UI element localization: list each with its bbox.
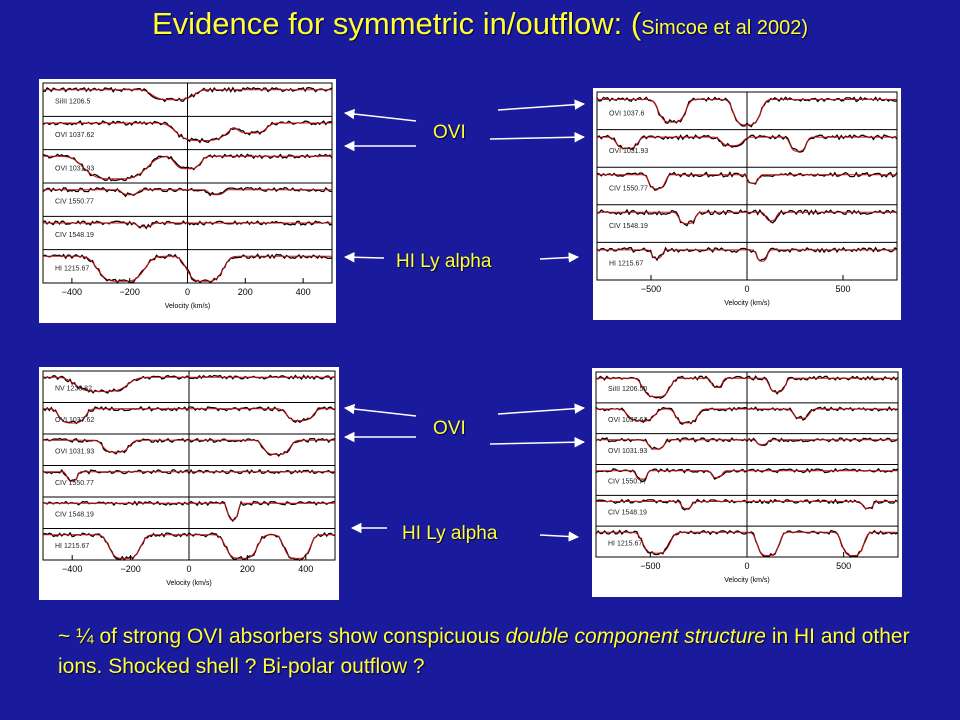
- spectrum-model: [596, 439, 898, 450]
- row-label: HI 1215.67: [608, 540, 642, 547]
- x-tick-label: 0: [185, 287, 190, 297]
- slide-title: Evidence for symmetric in/outflow: (Simc…: [0, 6, 960, 42]
- caption-italic: double component structure: [505, 625, 766, 648]
- spectrum-model: [596, 408, 898, 424]
- row-label: CIV 1550.77: [55, 480, 94, 487]
- x-tick-label: 0: [744, 284, 749, 294]
- x-axis-label: Velocity (km/s): [724, 577, 770, 584]
- x-axis-label: Velocity (km/s): [724, 300, 770, 307]
- spectrum-data: [42, 186, 332, 198]
- spectrum-data: [596, 96, 898, 128]
- spectrum-data: [42, 531, 336, 562]
- x-axis-label: Velocity (km/s): [165, 303, 211, 310]
- label-ovi-top: OVI: [433, 122, 466, 143]
- label-ovi-bottom: OVI: [433, 418, 466, 439]
- row-label: OVI 1037.62: [55, 132, 94, 139]
- x-tick-label: −200: [120, 564, 140, 574]
- arrow-ovi-top-right-2: [489, 131, 586, 143]
- row-label: CIV 1548.19: [609, 223, 648, 230]
- label-hi-bottom: HI Ly alpha: [402, 523, 498, 544]
- spectrum-model: [597, 211, 897, 225]
- row-label: CIV 1550.77: [55, 199, 94, 206]
- x-tick-label: −400: [62, 287, 82, 297]
- spectrum-model: [43, 471, 335, 482]
- label-hi-top: HI Ly alpha: [396, 251, 492, 272]
- panel-top-left: SiIII 1206.5 OVI 1037.62 OVI 1031.93 CIV 15…: [39, 79, 336, 323]
- spectrum-data: [42, 220, 333, 230]
- row-label: OVI 1031.93: [609, 148, 648, 155]
- panel-bottom-left-plot: NV 1238.82 OVI 1037.62 OVI 1031.93 CIV 1550…: [42, 370, 336, 587]
- spectrum-model: [596, 377, 898, 398]
- caption: ~ ¼ of strong OVI absorbers show conspic…: [58, 625, 910, 678]
- spectrum-model: [596, 501, 898, 509]
- spectrum-data: [42, 468, 336, 482]
- row-label: HI 1215.67: [55, 265, 89, 272]
- x-tick-label: 0: [186, 564, 191, 574]
- spectrum-model: [43, 155, 332, 180]
- x-tick-label: 0: [744, 561, 749, 571]
- row-label: CIV 1550.77: [609, 186, 648, 193]
- spectrum-model: [43, 122, 332, 141]
- spectrum-model: [43, 408, 335, 424]
- spectrum-model: [43, 89, 332, 101]
- row-label: OVI 1037.6: [609, 110, 645, 117]
- x-tick-label: 200: [240, 564, 255, 574]
- row-label: HI 1215.67: [609, 261, 643, 268]
- panel-top-right: OVI 1037.6 OVI 1031.93 CIV 1550.77 CIV 1548…: [593, 88, 901, 320]
- row-label: OVI 1031.93: [55, 165, 94, 172]
- row-label: HI 1215.67: [55, 543, 89, 550]
- title-citation: (Simcoe et al 2002): [630, 6, 809, 41]
- spectrum-model: [43, 376, 335, 392]
- x-tick-label: 500: [835, 284, 850, 294]
- panel-top-right-plot: OVI 1037.6 OVI 1031.93 CIV 1550.77 CIV 1548…: [596, 91, 898, 307]
- arrow-ovi-top-left-1: [343, 108, 417, 122]
- spectrum-model: [43, 222, 332, 228]
- spectrum-model: [43, 502, 335, 521]
- row-label: NV 1238.82: [55, 386, 92, 393]
- row-label: CIV 1548.19: [55, 232, 94, 239]
- row-label: CIV 1550.77: [608, 479, 647, 486]
- spectrum-model: [597, 249, 897, 262]
- panel-bottom-left: NV 1238.82 OVI 1037.62 OVI 1031.93 CIV 1550…: [39, 367, 339, 600]
- spectrum-model: [597, 136, 897, 152]
- spectrum-model: [43, 189, 332, 196]
- spectrum-data: [42, 153, 333, 182]
- x-axis-label: Velocity (km/s): [166, 580, 212, 587]
- spectrum-model: [43, 534, 335, 559]
- panel-bottom-right-plot: SiIII 1206.50 OVI 1037.62 OVI 1031.93 CIV 1…: [595, 371, 899, 584]
- row-label: OVI 1037.62: [608, 417, 647, 424]
- x-tick-label: 200: [238, 287, 253, 297]
- x-tick-label: −400: [62, 564, 82, 574]
- x-tick-label: −500: [641, 284, 661, 294]
- row-label: CIV 1548.19: [55, 512, 94, 519]
- row-label: OVI 1037.62: [55, 417, 94, 424]
- arrow-ovi-bottom-left-1: [343, 403, 417, 417]
- x-tick-label: 400: [298, 564, 313, 574]
- arrow-ovi-top-right-1: [497, 99, 586, 111]
- arrow-hi-top-right: [539, 252, 580, 263]
- panel-bottom-right: SiIII 1206.50 OVI 1037.62 OVI 1031.93 CIV 1…: [592, 368, 902, 597]
- spectrum-model: [43, 439, 335, 455]
- panel-top-left-plot: SiIII 1206.5 OVI 1037.62 OVI 1031.93 CIV 15…: [42, 82, 333, 310]
- x-tick-label: −500: [640, 561, 660, 571]
- row-label: SiIII 1206.5: [55, 99, 91, 106]
- spectrum-model: [597, 99, 897, 126]
- x-tick-label: 500: [836, 561, 851, 571]
- spectrum-model: [597, 174, 897, 190]
- arrow-hi-top-left: [343, 251, 385, 263]
- spectrum-model: [596, 470, 898, 481]
- row-label: OVI 1031.93: [608, 448, 647, 455]
- row-label: OVI 1031.93: [55, 449, 94, 456]
- x-tick-label: −200: [120, 287, 140, 297]
- spectrum-model: [596, 531, 898, 557]
- row-label: SiIII 1206.50: [608, 386, 647, 393]
- arrow-hi-bottom-right: [539, 531, 580, 542]
- spectrum-model: [43, 255, 332, 282]
- row-label: CIV 1548.19: [608, 509, 647, 516]
- arrow-ovi-bottom-right-1: [497, 403, 586, 415]
- title-main: Evidence for symmetric in/outflow:: [151, 6, 623, 41]
- arrow-ovi-bottom-right-2: [489, 436, 586, 448]
- x-tick-label: 400: [296, 287, 311, 297]
